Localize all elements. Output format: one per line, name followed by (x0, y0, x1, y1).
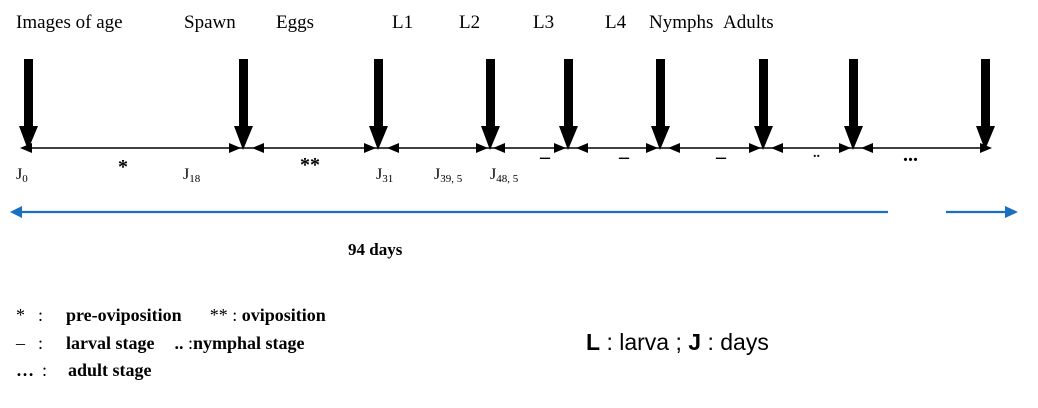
stage-label-images-of-age: Images of age (16, 12, 123, 33)
stage-label-l4: L4 (605, 12, 627, 33)
down-arrow-icon (844, 59, 863, 150)
day-label-j18: J18 (183, 166, 201, 185)
stage-label-adults: Adults (723, 12, 774, 33)
day-label-j39-5: J39, 5 (434, 166, 463, 185)
legend-row-1: *: pre-oviposition ** : oviposition (16, 305, 326, 325)
stage-label-l3: L3 (533, 12, 555, 33)
down-arrow-icon (234, 59, 253, 150)
down-arrow-icon (651, 59, 670, 150)
left-arrow-icon (10, 206, 22, 218)
legend-nymphal-stage: nymphal stage (193, 333, 305, 353)
legend-row-2: –: larval stage.. :nymphal stage (16, 333, 305, 353)
abbreviation-key: L : larva ; J : days (586, 329, 769, 355)
marker-adult: ... (903, 144, 918, 166)
stage-label-l2: L2 (459, 12, 481, 33)
down-arrow-icon (369, 59, 388, 150)
legend-adult-stage: adult stage (68, 360, 152, 380)
down-arrow-icon (481, 59, 500, 150)
marker-nymphal: .. (813, 146, 820, 161)
stage-label-l1: L1 (392, 12, 414, 33)
down-arrow-icon (754, 59, 773, 150)
stage-label-nymphs: Nymphs (649, 12, 714, 33)
marker-larval-3: – (716, 146, 726, 168)
stage-label-eggs: Eggs (276, 12, 314, 33)
legend-oviposition: oviposition (241, 305, 326, 325)
marker-larval-2: – (619, 146, 629, 168)
stage-label-spawn: Spawn (184, 12, 236, 33)
down-arrow-icon (19, 59, 38, 150)
marker-larval-1: – (540, 146, 550, 168)
total-duration-label: 94 days (348, 240, 403, 259)
marker-oviposition: ** (300, 154, 320, 176)
down-arrow-icon (559, 59, 578, 150)
stage-arrows (19, 59, 995, 150)
timeline-arrowheads (20, 143, 992, 153)
duration-arrow (10, 206, 1018, 218)
legend-row-3: …: adult stage (16, 360, 152, 380)
day-label-j0: J0 (16, 166, 28, 185)
down-arrow-icon (976, 59, 995, 150)
day-label-j48-5: J48, 5 (490, 166, 519, 185)
right-arrow-icon (1005, 206, 1018, 218)
legend-pre-oviposition: pre-oviposition (66, 305, 182, 325)
legend-larval-stage: larval stage (66, 333, 155, 353)
marker-pre-oviposition: * (118, 156, 128, 178)
day-label-j31: J31 (376, 166, 394, 185)
